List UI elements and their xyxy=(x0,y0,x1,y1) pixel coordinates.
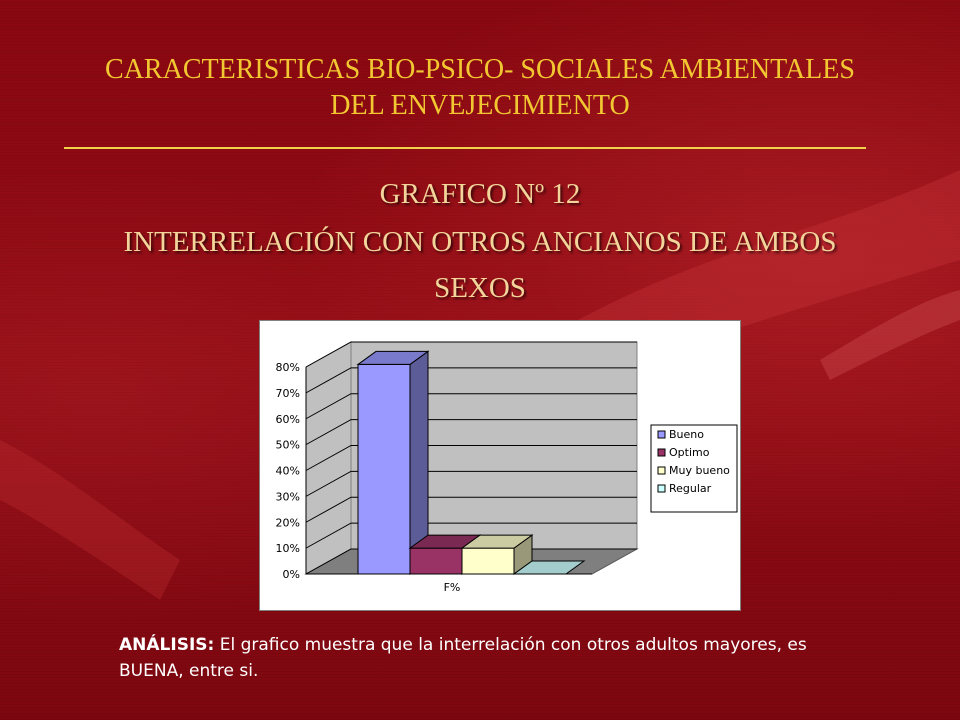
y-tick-label: 20% xyxy=(276,516,300,529)
chart-heading-line-2: SEXOS xyxy=(434,272,526,304)
legend-label-muy-bueno: Muy bueno xyxy=(669,464,730,477)
y-tick-label: 30% xyxy=(276,490,300,503)
legend-label-regular: Regular xyxy=(669,482,712,495)
bar-bueno xyxy=(356,350,430,575)
slide-title-line-2: DEL ENVEJECIMIENTO xyxy=(330,90,630,121)
legend-label-bueno: Bueno xyxy=(669,428,704,441)
gridline xyxy=(305,367,637,394)
y-tick-label: 0% xyxy=(283,568,300,581)
y-tick-label: 60% xyxy=(276,413,300,426)
chart-heading-line-1: INTERRELACIÓN CON OTROS ANCIANOS DE AMBO… xyxy=(123,226,837,258)
bar-chart: 0% 10% 20% 30% 40% 50% 60% 70% 80% F% Bueno Optimo M… xyxy=(276,341,738,594)
gridline xyxy=(305,393,637,420)
legend-swatch-bueno xyxy=(657,430,666,439)
legend-label-optimo: Optimo xyxy=(669,446,710,459)
analysis-text: El grafico muestra que la interrelación … xyxy=(119,635,807,681)
gridline xyxy=(305,445,637,471)
title-underline xyxy=(64,147,866,149)
y-tick-label: 70% xyxy=(276,387,300,400)
y-tick-label: 50% xyxy=(276,439,300,452)
legend-swatch-regular xyxy=(657,484,666,493)
slide-title: CARACTERISTICAS BIO-PSICO- SOCIALES AMBI… xyxy=(40,52,920,124)
gridline xyxy=(305,470,637,497)
legend-swatch-muy-bueno xyxy=(657,466,666,475)
gridline xyxy=(305,522,637,549)
analysis-label: ANÁLISIS: xyxy=(119,635,215,655)
slide-title-line-1: CARACTERISTICAS BIO-PSICO- SOCIALES AMBI… xyxy=(105,54,855,85)
gridline xyxy=(305,419,637,446)
gridline xyxy=(305,496,637,523)
analysis-paragraph: ANÁLISIS: El grafico muestra que la inte… xyxy=(119,632,839,684)
x-category-label: F% xyxy=(444,581,461,594)
y-tick-label: 10% xyxy=(276,542,300,555)
legend-swatch-optimo xyxy=(657,448,666,457)
chart-number: GRAFICO Nº 12 xyxy=(379,178,581,210)
gridline xyxy=(305,548,637,575)
y-tick-label: 40% xyxy=(276,465,300,478)
gridline xyxy=(305,341,637,368)
chart-panel: 0% 10% 20% 30% 40% 50% 60% 70% 80% F% Bueno Optimo M… xyxy=(259,320,741,611)
y-tick-label: 80% xyxy=(276,361,300,374)
